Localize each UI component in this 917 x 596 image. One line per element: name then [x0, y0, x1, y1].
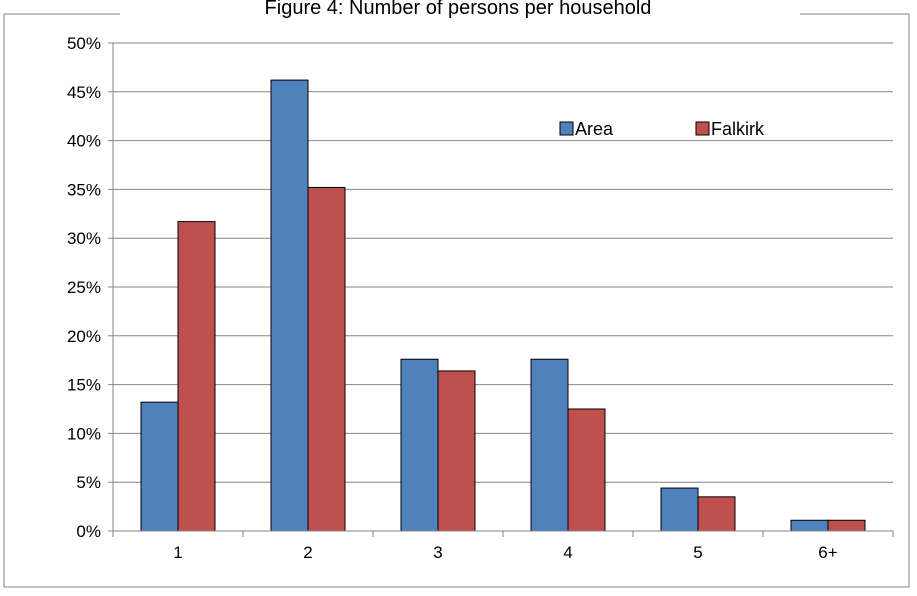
x-tick-label: 1 — [173, 543, 182, 562]
bar-area-6plus — [790, 519, 829, 532]
bar-falkirk-3 — [437, 370, 476, 532]
y-tick-label: 50% — [67, 34, 101, 53]
y-tick-label: 30% — [67, 229, 101, 248]
legend: Area Falkirk — [559, 119, 765, 139]
y-tick-label: 0% — [76, 522, 101, 541]
x-tick-label: 4 — [563, 543, 572, 562]
y-tick-label: 15% — [67, 376, 101, 395]
bar-area-3 — [400, 358, 439, 532]
bar-falkirk-4 — [567, 408, 606, 532]
x-tick-label: 3 — [433, 543, 442, 562]
legend-swatch-area — [559, 121, 574, 136]
legend-label-falkirk: Falkirk — [711, 119, 765, 139]
bar-area-1 — [140, 401, 179, 532]
y-tick-label: 40% — [67, 132, 101, 151]
legend-swatch-falkirk — [695, 121, 710, 136]
x-tick-label: 2 — [303, 543, 312, 562]
chart-title: Figure 4: Number of persons per househol… — [265, 0, 652, 19]
y-tick-label: 10% — [67, 424, 101, 443]
bar-falkirk-1 — [177, 221, 216, 532]
y-axis-ticks: 0% 5% 10% 15% 20% 25% 30% 35% 40% 45% 50% — [67, 34, 114, 541]
x-axis-ticks: 1 2 3 4 5 6+ — [112, 530, 894, 562]
x-tick-label: 6+ — [818, 543, 837, 562]
gridlines — [113, 42, 893, 532]
bar-area-2 — [270, 79, 309, 532]
bar-area-5 — [660, 487, 699, 532]
y-tick-label: 45% — [67, 83, 101, 102]
bar-area-4 — [530, 358, 569, 532]
legend-label-area: Area — [575, 119, 614, 139]
y-tick-label: 25% — [67, 278, 101, 297]
y-tick-label: 20% — [67, 327, 101, 346]
y-tick-label: 5% — [76, 473, 101, 492]
x-tick-label: 5 — [693, 543, 702, 562]
y-tick-label: 35% — [67, 180, 101, 199]
bar-falkirk-5 — [697, 496, 736, 532]
title-background — [120, 0, 800, 22]
bar-falkirk-6plus — [827, 519, 866, 532]
bar-falkirk-2 — [307, 186, 346, 532]
